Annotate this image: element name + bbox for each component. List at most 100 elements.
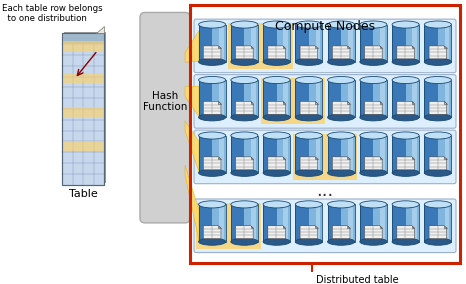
Text: Compute Nodes: Compute Nodes: [275, 20, 375, 33]
FancyBboxPatch shape: [295, 204, 309, 242]
FancyBboxPatch shape: [295, 135, 309, 173]
Polygon shape: [332, 157, 350, 170]
Polygon shape: [315, 157, 318, 159]
FancyBboxPatch shape: [244, 204, 258, 242]
Ellipse shape: [263, 21, 290, 28]
Ellipse shape: [425, 238, 452, 245]
FancyBboxPatch shape: [438, 204, 452, 242]
FancyBboxPatch shape: [244, 80, 258, 117]
Polygon shape: [219, 46, 221, 48]
Polygon shape: [300, 46, 318, 59]
FancyBboxPatch shape: [251, 80, 256, 117]
FancyBboxPatch shape: [341, 204, 355, 242]
Ellipse shape: [360, 201, 387, 208]
Polygon shape: [185, 31, 199, 62]
FancyBboxPatch shape: [295, 80, 309, 117]
Polygon shape: [348, 46, 350, 48]
Polygon shape: [332, 101, 350, 114]
FancyBboxPatch shape: [293, 134, 357, 180]
FancyBboxPatch shape: [445, 135, 449, 173]
Ellipse shape: [199, 58, 226, 65]
Polygon shape: [380, 101, 382, 104]
Ellipse shape: [328, 114, 355, 121]
Ellipse shape: [231, 114, 258, 121]
Ellipse shape: [392, 58, 419, 65]
Ellipse shape: [231, 201, 258, 208]
Polygon shape: [203, 226, 221, 239]
Polygon shape: [251, 46, 253, 48]
FancyBboxPatch shape: [438, 80, 452, 117]
FancyBboxPatch shape: [263, 135, 277, 173]
FancyBboxPatch shape: [315, 24, 321, 62]
FancyBboxPatch shape: [445, 80, 449, 117]
Polygon shape: [397, 157, 414, 170]
Polygon shape: [236, 157, 253, 170]
Ellipse shape: [328, 58, 355, 65]
FancyBboxPatch shape: [412, 204, 417, 242]
Polygon shape: [348, 157, 350, 159]
Ellipse shape: [328, 132, 355, 139]
Polygon shape: [412, 101, 414, 104]
FancyBboxPatch shape: [309, 135, 322, 173]
FancyBboxPatch shape: [348, 204, 353, 242]
Ellipse shape: [360, 76, 387, 83]
Polygon shape: [332, 46, 350, 59]
FancyBboxPatch shape: [62, 141, 104, 151]
Polygon shape: [185, 165, 199, 241]
FancyBboxPatch shape: [231, 204, 244, 242]
FancyBboxPatch shape: [212, 135, 226, 173]
Ellipse shape: [392, 169, 419, 176]
FancyBboxPatch shape: [219, 80, 224, 117]
Ellipse shape: [360, 114, 387, 121]
Polygon shape: [185, 121, 199, 172]
Ellipse shape: [360, 58, 387, 65]
Polygon shape: [397, 46, 414, 59]
FancyBboxPatch shape: [348, 80, 353, 117]
FancyBboxPatch shape: [62, 73, 104, 83]
Polygon shape: [444, 46, 447, 48]
Polygon shape: [203, 101, 221, 114]
FancyBboxPatch shape: [392, 24, 405, 62]
Ellipse shape: [263, 169, 290, 176]
Polygon shape: [429, 157, 447, 170]
Ellipse shape: [295, 238, 322, 245]
Ellipse shape: [231, 169, 258, 176]
FancyBboxPatch shape: [380, 204, 385, 242]
Polygon shape: [397, 226, 414, 239]
Polygon shape: [348, 226, 350, 228]
FancyBboxPatch shape: [212, 80, 226, 117]
Ellipse shape: [263, 132, 290, 139]
FancyBboxPatch shape: [194, 130, 456, 184]
FancyBboxPatch shape: [277, 80, 290, 117]
Ellipse shape: [392, 76, 419, 83]
FancyBboxPatch shape: [392, 135, 405, 173]
FancyBboxPatch shape: [251, 204, 256, 242]
Ellipse shape: [328, 238, 355, 245]
Ellipse shape: [199, 21, 226, 28]
FancyBboxPatch shape: [283, 204, 288, 242]
Ellipse shape: [392, 238, 419, 245]
Polygon shape: [380, 226, 382, 228]
FancyBboxPatch shape: [295, 24, 309, 62]
Polygon shape: [300, 101, 318, 114]
FancyBboxPatch shape: [373, 24, 387, 62]
FancyBboxPatch shape: [405, 80, 419, 117]
Polygon shape: [96, 26, 104, 34]
Ellipse shape: [199, 76, 226, 83]
Ellipse shape: [328, 169, 355, 176]
Ellipse shape: [360, 21, 387, 28]
FancyBboxPatch shape: [309, 204, 322, 242]
FancyBboxPatch shape: [309, 80, 322, 117]
Polygon shape: [268, 46, 286, 59]
Polygon shape: [219, 226, 221, 228]
Polygon shape: [380, 157, 382, 159]
Polygon shape: [283, 226, 286, 228]
FancyBboxPatch shape: [64, 32, 106, 183]
FancyBboxPatch shape: [199, 24, 212, 62]
Ellipse shape: [199, 114, 226, 121]
Polygon shape: [348, 101, 350, 104]
Ellipse shape: [199, 169, 226, 176]
FancyBboxPatch shape: [62, 34, 104, 44]
Ellipse shape: [231, 21, 258, 28]
FancyBboxPatch shape: [392, 80, 405, 117]
